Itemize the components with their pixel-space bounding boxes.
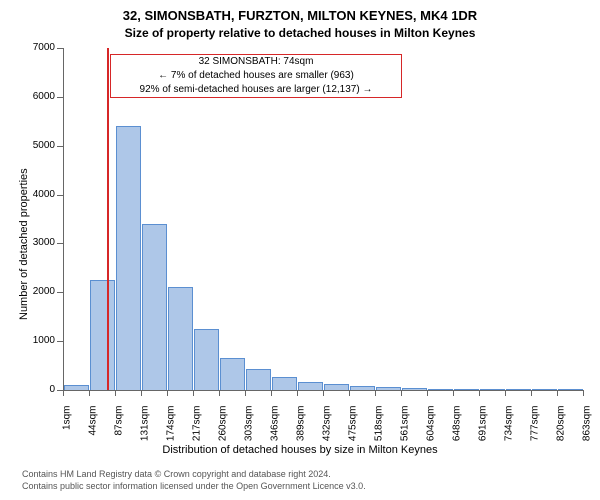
x-tick-label: 777sqm [530, 406, 541, 450]
histogram-bar [64, 385, 89, 390]
chart-plot-area [63, 48, 584, 391]
histogram-bar [558, 389, 583, 390]
x-tick [453, 390, 454, 396]
footer-attribution: Contains HM Land Registry data © Crown c… [22, 468, 366, 492]
x-tick-label: 346sqm [270, 406, 281, 450]
x-tick [245, 390, 246, 396]
page-subtitle: Size of property relative to detached ho… [0, 26, 600, 40]
x-tick-label: 44sqm [88, 406, 99, 450]
x-tick-label: 87sqm [114, 406, 125, 450]
histogram-bar [116, 126, 141, 390]
x-tick-label: 260sqm [218, 406, 229, 450]
y-tick-label: 1000 [23, 335, 55, 346]
x-tick-label: 475sqm [348, 406, 359, 450]
x-tick-label: 1sqm [62, 406, 73, 450]
y-tick-label: 7000 [23, 42, 55, 53]
x-tick [271, 390, 272, 396]
y-tick [57, 97, 63, 98]
x-tick [427, 390, 428, 396]
x-tick-label: 561sqm [400, 406, 411, 450]
x-tick [505, 390, 506, 396]
footer-line: Contains public sector information licen… [22, 480, 366, 492]
x-tick [63, 390, 64, 396]
info-box-line: 32 SIMONSBATH: 74sqm [111, 55, 401, 69]
x-tick-label: 648sqm [452, 406, 463, 450]
y-tick [57, 292, 63, 293]
y-tick-label: 2000 [23, 286, 55, 297]
histogram-bar [428, 389, 453, 390]
x-tick-label: 131sqm [140, 406, 151, 450]
histogram-bar [298, 382, 323, 390]
x-tick-label: 217sqm [192, 406, 203, 450]
y-tick-label: 0 [23, 384, 55, 395]
histogram-bar [220, 358, 245, 390]
y-tick [57, 195, 63, 196]
histogram-bar [376, 387, 401, 390]
x-tick [583, 390, 584, 396]
histogram-bar [194, 329, 219, 390]
x-tick [531, 390, 532, 396]
y-tick [57, 243, 63, 244]
y-tick-label: 4000 [23, 189, 55, 200]
x-tick-label: 432sqm [322, 406, 333, 450]
x-tick [141, 390, 142, 396]
x-tick [557, 390, 558, 396]
histogram-bar [90, 280, 115, 390]
page-title: 32, SIMONSBATH, FURZTON, MILTON KEYNES, … [0, 8, 600, 23]
y-tick-label: 5000 [23, 140, 55, 151]
x-tick-label: 604sqm [426, 406, 437, 450]
histogram-bar [350, 386, 375, 390]
histogram-bar [272, 377, 297, 390]
x-tick [401, 390, 402, 396]
histogram-bar [506, 389, 531, 390]
x-tick [89, 390, 90, 396]
x-tick-label: 734sqm [504, 406, 515, 450]
property-marker-line [107, 48, 109, 390]
x-tick [167, 390, 168, 396]
histogram-bar [324, 384, 349, 390]
histogram-bar [246, 369, 271, 390]
x-tick [375, 390, 376, 396]
histogram-bar [168, 287, 193, 390]
x-tick [115, 390, 116, 396]
x-tick-label: 389sqm [296, 406, 307, 450]
x-tick-label: 820sqm [556, 406, 567, 450]
y-tick [57, 341, 63, 342]
x-tick-label: 691sqm [478, 406, 489, 450]
x-tick-label: 303sqm [244, 406, 255, 450]
histogram-bar [402, 388, 427, 390]
x-tick-label: 174sqm [166, 406, 177, 450]
x-tick-label: 863sqm [582, 406, 593, 450]
x-tick [219, 390, 220, 396]
info-box: 32 SIMONSBATH: 74sqm ← 7% of detached ho… [110, 54, 402, 98]
y-tick [57, 146, 63, 147]
x-tick [193, 390, 194, 396]
y-tick [57, 48, 63, 49]
histogram-bar [142, 224, 167, 390]
chart-canvas: 32, SIMONSBATH, FURZTON, MILTON KEYNES, … [0, 0, 600, 500]
x-tick-label: 518sqm [374, 406, 385, 450]
histogram-bar [480, 389, 505, 390]
histogram-bar [532, 389, 557, 390]
histogram-bar [454, 389, 479, 390]
info-box-line: ← 7% of detached houses are smaller (963… [111, 69, 401, 83]
info-box-line: 92% of semi-detached houses are larger (… [111, 83, 401, 97]
x-tick [349, 390, 350, 396]
footer-line: Contains HM Land Registry data © Crown c… [22, 468, 366, 480]
y-tick-label: 3000 [23, 237, 55, 248]
x-tick [323, 390, 324, 396]
y-tick-label: 6000 [23, 91, 55, 102]
x-tick [297, 390, 298, 396]
x-tick [479, 390, 480, 396]
